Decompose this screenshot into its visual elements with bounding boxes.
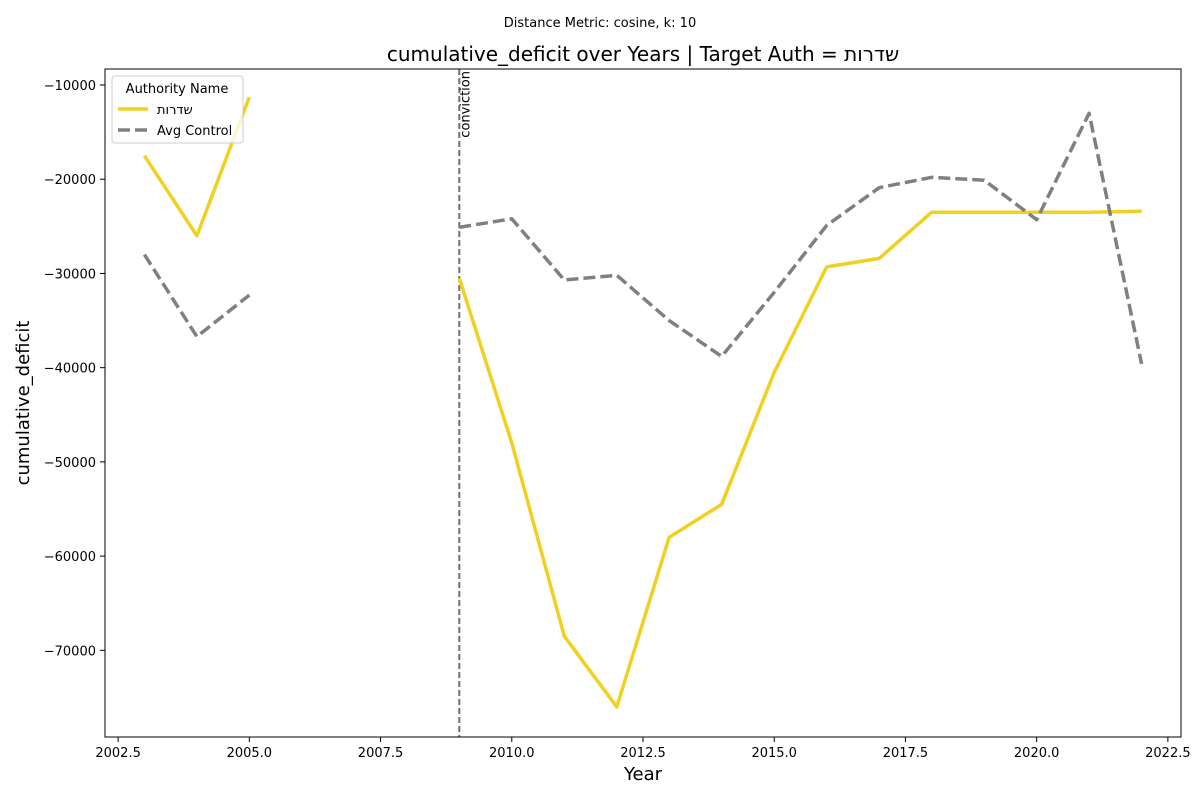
x-axis: 2002.5 2005.0 2007.5 2010.0 2012.5 2015.0 2017…: [95, 737, 1191, 761]
legend-label-control: Avg Control: [157, 124, 232, 139]
legend: Authority Name שדרות Avg Control: [111, 75, 244, 144]
y-tick-label: −70000: [44, 644, 96, 659]
y-tick-label: −20000: [44, 173, 96, 188]
x-tick-label: 2007.5: [358, 746, 404, 761]
chart-title: cumulative_deficit over Years | Target A…: [387, 42, 899, 66]
x-tick-label: 2010.0: [489, 746, 535, 761]
legend-box: [111, 75, 244, 144]
y-tick-label: −10000: [44, 79, 96, 94]
y-axis-title: cumulative_deficit: [13, 321, 34, 486]
chart-suptitle: Distance Metric: cosine, k: 10: [504, 16, 696, 31]
series-line-0-segment-1: [457, 209, 1142, 709]
x-tick-label: 2020.0: [1014, 746, 1060, 761]
x-tick-label: 2002.5: [95, 746, 141, 761]
y-tick-label: −60000: [44, 550, 96, 565]
plot-area: conviction: [142, 69, 1144, 737]
series-line-1-segment-0: [142, 253, 251, 339]
x-axis-title: Year: [623, 764, 663, 785]
x-tick-label: 2015.0: [751, 746, 797, 761]
x-tick-label: 2012.5: [620, 746, 666, 761]
y-tick-label: −40000: [44, 362, 96, 377]
series-line-1-segment-1: [459, 111, 1144, 365]
x-tick-label: 2017.5: [883, 746, 929, 761]
x-tick-label: 2005.0: [227, 746, 273, 761]
x-tick-label: 2022.5: [1145, 746, 1191, 761]
annotation-label: conviction: [458, 71, 473, 138]
y-tick-label: −50000: [44, 456, 96, 471]
legend-title: Authority Name: [126, 82, 229, 97]
legend-label-target: שדרות: [157, 103, 193, 118]
y-tick-label: −30000: [44, 267, 96, 282]
plot-frame: [104, 68, 1182, 738]
y-axis: −10000 −20000 −30000 −40000 −50000 −60000 −700…: [44, 79, 105, 659]
